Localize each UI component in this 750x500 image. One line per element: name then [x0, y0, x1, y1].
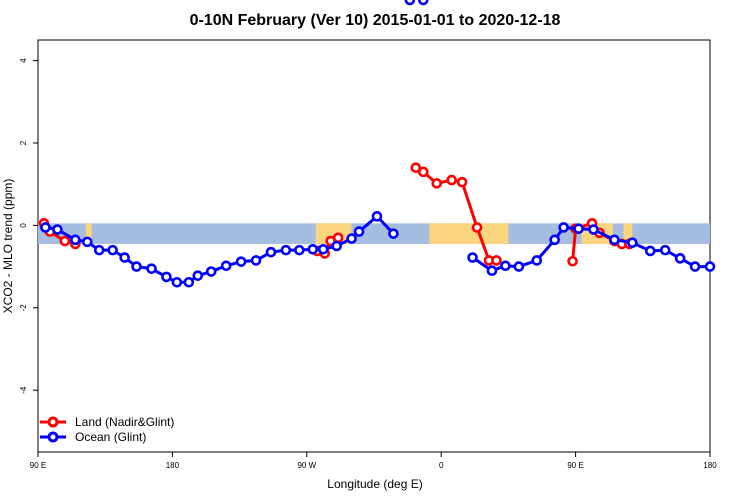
- data-point: [513, 261, 525, 272]
- data-point: [331, 240, 342, 252]
- data-point: [627, 237, 638, 249]
- data-point: [388, 228, 399, 239]
- data-point: [192, 270, 204, 281]
- land-band: [85, 223, 92, 244]
- data-point: [500, 260, 511, 272]
- x-axis-label: Longitude (deg E): [327, 477, 422, 491]
- legend-land-marker: [47, 416, 59, 428]
- data-point: [40, 222, 51, 233]
- data-point: [220, 260, 232, 272]
- data-point: [549, 234, 560, 246]
- legend-ocean-label: Ocean (Glint): [75, 430, 146, 444]
- data-point: [235, 256, 247, 267]
- legend-ocean-marker: [47, 431, 59, 443]
- x-tick-label: 90 W: [297, 461, 316, 470]
- y-tick-label: 0: [19, 223, 28, 228]
- land-band: [429, 223, 509, 244]
- data-point: [410, 162, 422, 174]
- x-tick-label: 90 E: [30, 461, 46, 470]
- data-point: [353, 226, 365, 237]
- data-point: [119, 252, 130, 263]
- data-point: [467, 252, 478, 263]
- data-point: [52, 224, 63, 235]
- data-point: [183, 276, 195, 288]
- data-point: [689, 261, 701, 272]
- data-point: [659, 244, 671, 256]
- data-point: [471, 222, 483, 233]
- y-tick-label: -4: [19, 386, 28, 394]
- data-point: [317, 243, 329, 255]
- data-point: [573, 223, 584, 234]
- data-point: [704, 261, 716, 272]
- data-point: [417, 166, 429, 178]
- series-layer: [38, 0, 716, 288]
- land-band: [623, 223, 633, 244]
- legend-land-label: Land (Nadir&Glint): [75, 415, 174, 429]
- data-point: [491, 255, 502, 266]
- data-point: [588, 224, 599, 235]
- data-point: [371, 211, 383, 222]
- data-point: [307, 243, 319, 255]
- x-tick-label: 90 E: [567, 461, 583, 470]
- y-tick-label: -2: [19, 304, 28, 312]
- x-tick-label: 0: [439, 461, 444, 470]
- series-line: [471, 225, 710, 273]
- data-point: [558, 222, 569, 233]
- data-point: [404, 0, 416, 6]
- chart-title: 0-10N February (Ver 10) 2015-01-01 to 20…: [190, 12, 561, 29]
- data-point: [93, 244, 105, 256]
- data-point: [280, 244, 292, 256]
- data-point: [294, 244, 305, 256]
- data-point: [609, 234, 620, 246]
- plot-frame: [37, 39, 711, 453]
- data-point: [70, 234, 81, 246]
- series-ocean: [40, 0, 716, 288]
- data-point: [146, 263, 157, 274]
- data-point: [171, 276, 183, 288]
- y-tick-label: 2: [19, 140, 28, 145]
- data-point: [456, 176, 468, 188]
- data-point: [131, 261, 142, 272]
- data-point: [531, 255, 543, 266]
- legend: Land (Nadir&Glint) Ocean (Glint): [40, 415, 174, 444]
- data-point: [446, 174, 457, 186]
- data-point: [265, 246, 277, 258]
- data-point: [567, 255, 578, 267]
- data-point: [431, 178, 443, 189]
- data-point: [332, 232, 344, 244]
- data-point: [161, 271, 172, 283]
- x-tick-label: 180: [166, 461, 180, 470]
- ocean-band: [38, 223, 710, 244]
- data-point: [417, 0, 429, 6]
- data-point: [81, 236, 93, 248]
- y-tick-label: 4: [19, 58, 28, 63]
- y-axis-label: XCO2 - MLO trend (ppm): [1, 179, 15, 314]
- data-point: [486, 265, 498, 277]
- axis-ticks: 90 E 180 90 W 0 90 E 180 -4 -2 0 2 4: [19, 58, 717, 470]
- data-point: [644, 245, 656, 257]
- data-point: [674, 253, 686, 264]
- data-point: [205, 266, 217, 277]
- data-point: [346, 233, 357, 244]
- data-point: [250, 255, 262, 266]
- data-point: [107, 244, 118, 256]
- x-tick-label: 180: [703, 461, 717, 470]
- data-point: [59, 235, 71, 247]
